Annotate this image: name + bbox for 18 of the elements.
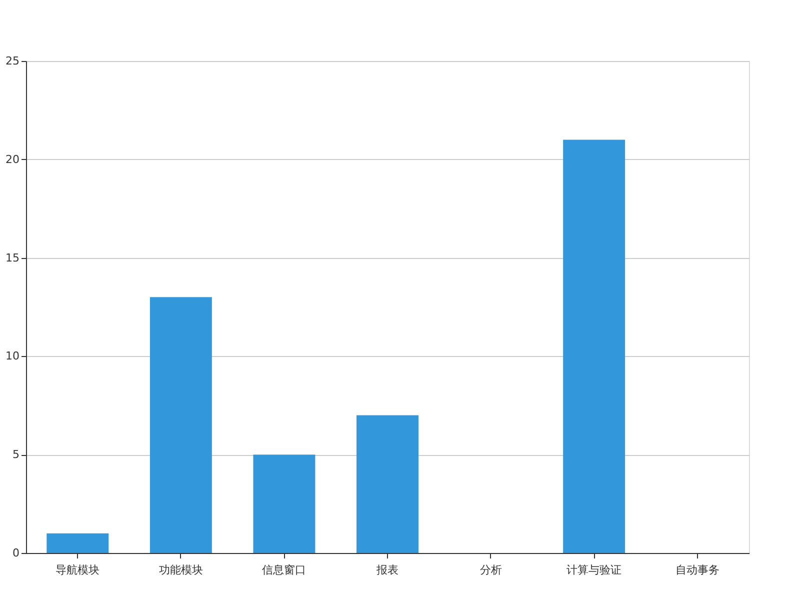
bar — [356, 415, 418, 553]
x-tick-label: 功能模块 — [158, 564, 203, 576]
y-tick-label: 25 — [6, 54, 20, 68]
y-tick-label: 10 — [6, 350, 20, 363]
bar — [253, 454, 316, 553]
y-tick-label: 0 — [12, 546, 20, 560]
y-tick-label: 20 — [6, 152, 20, 166]
bar — [46, 533, 109, 553]
bar — [563, 140, 626, 553]
x-tick-label: 导航模块 — [56, 564, 100, 576]
bar — [150, 297, 212, 553]
x-tick-label: 计算与验证 — [566, 564, 622, 576]
x-tick-label: 分析 — [480, 564, 502, 576]
x-tick-label: 信息窗口 — [262, 564, 306, 576]
x-tick-label: 报表 — [376, 564, 398, 576]
y-tick-label: 5 — [12, 448, 20, 462]
y-tick-label: 15 — [6, 251, 20, 264]
x-tick-label: 自动事务 — [675, 564, 720, 576]
